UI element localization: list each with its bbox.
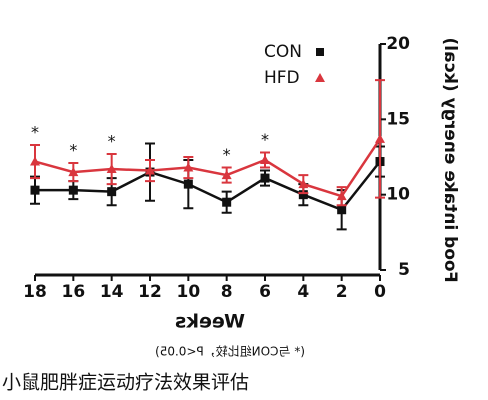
marker [30,156,40,166]
marker [68,185,78,195]
marker [298,190,308,200]
legend-marker [315,73,325,82]
marker [260,155,270,165]
x-tick-label: 12 [138,282,162,302]
marker [222,197,232,207]
marker [183,162,194,172]
y-axis-label: Food intake energy (kcal) [440,37,460,282]
significance-star: * [69,141,77,160]
significance-star: * [31,122,39,141]
x-tick-label: 4 [297,282,309,302]
x-tick-label: 18 [23,282,47,302]
marker [145,165,155,175]
marker [183,179,193,189]
y-tick-label: 20 [386,34,410,54]
y-tick-label: 5 [398,260,410,280]
marker [106,164,117,174]
x-tick-label: 14 [100,282,124,302]
x-tick-label: 2 [336,282,348,302]
series-line [34,138,382,198]
significance-star: * [223,145,231,164]
x-tick-label: 16 [61,282,85,302]
y-tick-label: 15 [386,109,410,129]
x-tick-label: 0 [374,282,386,302]
significance-star: * [261,130,269,149]
series-line [35,160,381,212]
footnote: (* 与CON组比较，P<0.05) [155,344,305,359]
marker [336,191,347,201]
marker [68,167,79,177]
marker [375,133,385,143]
marker [107,187,117,197]
legend-label: HFD [264,68,300,88]
caption: 小鼠肥胖症运动疗法效果评估 [2,372,249,394]
caption-bg [0,368,330,398]
legend-marker [316,48,324,56]
mirrored-chart: Food intake energy (kcal) Weeks (* 与CON组… [23,34,460,359]
significance-star: * [108,131,116,150]
x-tick-label: 6 [259,282,271,302]
legend-label: CON [264,42,302,62]
marker [30,185,40,195]
marker [337,205,347,215]
marker [260,173,270,183]
marker [298,179,309,189]
y-tick-label: 10 [386,185,410,205]
x-tick-label: 10 [176,282,200,302]
x-axis-label: Weeks [175,311,245,333]
x-tick-label: 8 [221,282,233,302]
marker [221,170,232,180]
